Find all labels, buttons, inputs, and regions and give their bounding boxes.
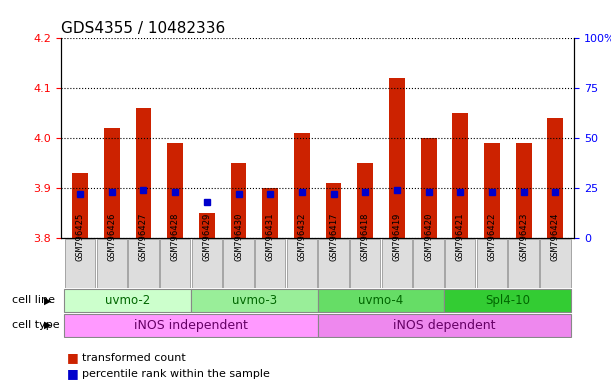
Bar	[136, 108, 152, 238]
Bar	[421, 138, 436, 238]
Text: ▶: ▶	[45, 320, 52, 330]
Text: cell line: cell line	[12, 295, 55, 305]
Bar	[262, 188, 278, 238]
Bar	[230, 163, 246, 238]
Text: GSM796425: GSM796425	[76, 212, 84, 260]
Text: uvmo-4: uvmo-4	[359, 294, 404, 307]
Text: uvmo-2: uvmo-2	[105, 294, 150, 307]
Text: ■: ■	[67, 351, 79, 364]
Bar	[326, 183, 342, 238]
FancyBboxPatch shape	[540, 238, 571, 288]
Text: GSM796422: GSM796422	[488, 212, 497, 260]
Text: GSM796419: GSM796419	[392, 212, 401, 260]
Text: GSM796430: GSM796430	[234, 212, 243, 260]
FancyBboxPatch shape	[64, 314, 318, 337]
FancyBboxPatch shape	[444, 289, 571, 312]
FancyBboxPatch shape	[160, 238, 191, 288]
FancyBboxPatch shape	[128, 238, 159, 288]
Text: ▶: ▶	[45, 295, 52, 305]
Text: Spl4-10: Spl4-10	[485, 294, 530, 307]
Text: GSM796421: GSM796421	[456, 212, 465, 260]
Bar	[484, 143, 500, 238]
FancyBboxPatch shape	[350, 238, 381, 288]
Text: GSM796429: GSM796429	[202, 212, 211, 260]
Text: transformed count: transformed count	[82, 353, 186, 363]
FancyBboxPatch shape	[318, 289, 444, 312]
Text: percentile rank within the sample: percentile rank within the sample	[82, 369, 270, 379]
Text: iNOS independent: iNOS independent	[134, 319, 248, 332]
FancyBboxPatch shape	[191, 289, 318, 312]
Text: GSM796423: GSM796423	[519, 212, 528, 260]
FancyBboxPatch shape	[318, 314, 571, 337]
Bar	[389, 78, 405, 238]
Bar	[452, 113, 468, 238]
Bar	[547, 118, 563, 238]
Text: GSM796418: GSM796418	[360, 212, 370, 260]
FancyBboxPatch shape	[382, 238, 412, 288]
Bar	[357, 163, 373, 238]
Text: GSM796432: GSM796432	[298, 212, 306, 260]
Text: GSM796420: GSM796420	[424, 212, 433, 260]
Text: GSM796428: GSM796428	[170, 212, 180, 260]
FancyBboxPatch shape	[318, 238, 349, 288]
Text: GSM796424: GSM796424	[551, 212, 560, 260]
Text: cell type: cell type	[12, 320, 60, 330]
FancyBboxPatch shape	[192, 238, 222, 288]
Bar	[294, 133, 310, 238]
Text: GSM796426: GSM796426	[108, 212, 116, 260]
Text: GSM796427: GSM796427	[139, 212, 148, 260]
Text: uvmo-3: uvmo-3	[232, 294, 277, 307]
Bar	[516, 143, 532, 238]
FancyBboxPatch shape	[445, 238, 475, 288]
FancyBboxPatch shape	[255, 238, 285, 288]
Bar	[167, 143, 183, 238]
FancyBboxPatch shape	[97, 238, 127, 288]
FancyBboxPatch shape	[65, 238, 95, 288]
Bar	[199, 213, 214, 238]
Bar	[72, 173, 88, 238]
Bar	[104, 128, 120, 238]
Text: GDS4355 / 10482336: GDS4355 / 10482336	[61, 21, 225, 36]
FancyBboxPatch shape	[287, 238, 317, 288]
FancyBboxPatch shape	[64, 289, 191, 312]
Text: ■: ■	[67, 367, 79, 381]
FancyBboxPatch shape	[414, 238, 444, 288]
FancyBboxPatch shape	[508, 238, 539, 288]
Text: iNOS dependent: iNOS dependent	[393, 319, 496, 332]
Text: GSM796417: GSM796417	[329, 212, 338, 260]
FancyBboxPatch shape	[223, 238, 254, 288]
Text: GSM796431: GSM796431	[266, 212, 275, 260]
FancyBboxPatch shape	[477, 238, 507, 288]
